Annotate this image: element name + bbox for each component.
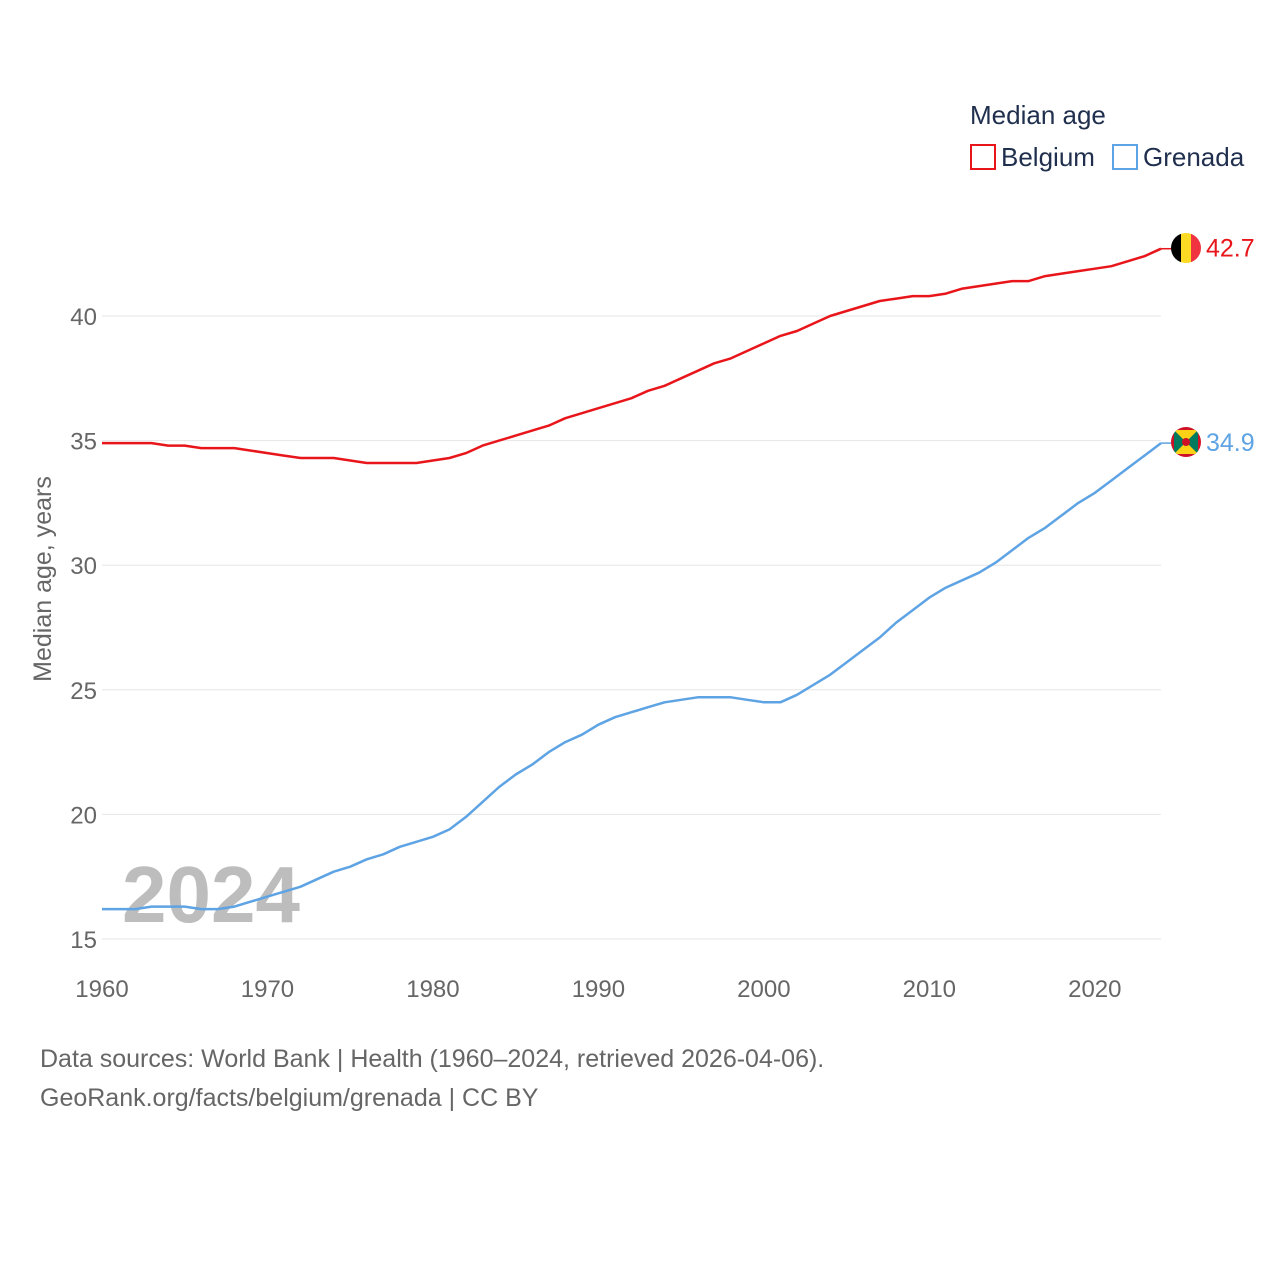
x-tick-label-1990: 1990	[572, 976, 625, 1003]
legend-title: Median age	[970, 100, 1106, 130]
legend: Median age Belgium Grenada	[970, 100, 1245, 172]
y-tick-label-30: 30	[70, 553, 97, 580]
y-tick-label-25: 25	[70, 678, 97, 705]
series-line-belgium[interactable]	[102, 247, 1162, 465]
legend-label-grenada: Grenada	[1143, 142, 1245, 172]
x-tick-label-2000: 2000	[737, 976, 790, 1003]
legend-item-belgium[interactable]: Belgium	[970, 142, 1095, 172]
footer-attribution[interactable]: GeoRank.org/facts/belgium/grenada | CC B…	[40, 1084, 539, 1112]
y-tick-label-35: 35	[70, 429, 97, 456]
x-tick-label-1960: 1960	[75, 976, 128, 1003]
footer-sources: Data sources: World Bank | Health (1960–…	[40, 1045, 825, 1073]
end-label-belgium: 42.7	[1206, 235, 1255, 263]
y-tick-label-40: 40	[70, 304, 97, 331]
x-tick-label-2010: 2010	[903, 976, 956, 1003]
x-tick-label-1980: 1980	[406, 976, 459, 1003]
legend-item-grenada[interactable]: Grenada	[1112, 142, 1245, 172]
x-axis-ticks: 1960 1970 1980 1990 2000 2010 2020	[75, 976, 1121, 1003]
series-lines	[102, 247, 1162, 911]
grenada-flag-icon	[1171, 427, 1201, 457]
grid	[102, 315, 1161, 940]
legend-swatch-grenada	[1112, 144, 1138, 170]
end-labels: 42.7 34.9	[1161, 235, 1255, 457]
end-label-grenada: 34.9	[1206, 429, 1255, 457]
x-tick-label-2020: 2020	[1068, 976, 1121, 1003]
y-tick-label-15: 15	[70, 927, 97, 954]
y-axis-ticks: 15 20 25 30 35 40	[70, 304, 97, 954]
legend-label-belgium: Belgium	[1001, 142, 1095, 172]
series-line-grenada[interactable]	[102, 442, 1162, 911]
x-tick-label-1970: 1970	[241, 976, 294, 1003]
legend-swatch-belgium	[970, 144, 996, 170]
y-tick-label-20: 20	[70, 802, 97, 829]
y-axis-title: Median age, years	[29, 476, 57, 682]
belgium-flag-icon	[1171, 233, 1201, 263]
